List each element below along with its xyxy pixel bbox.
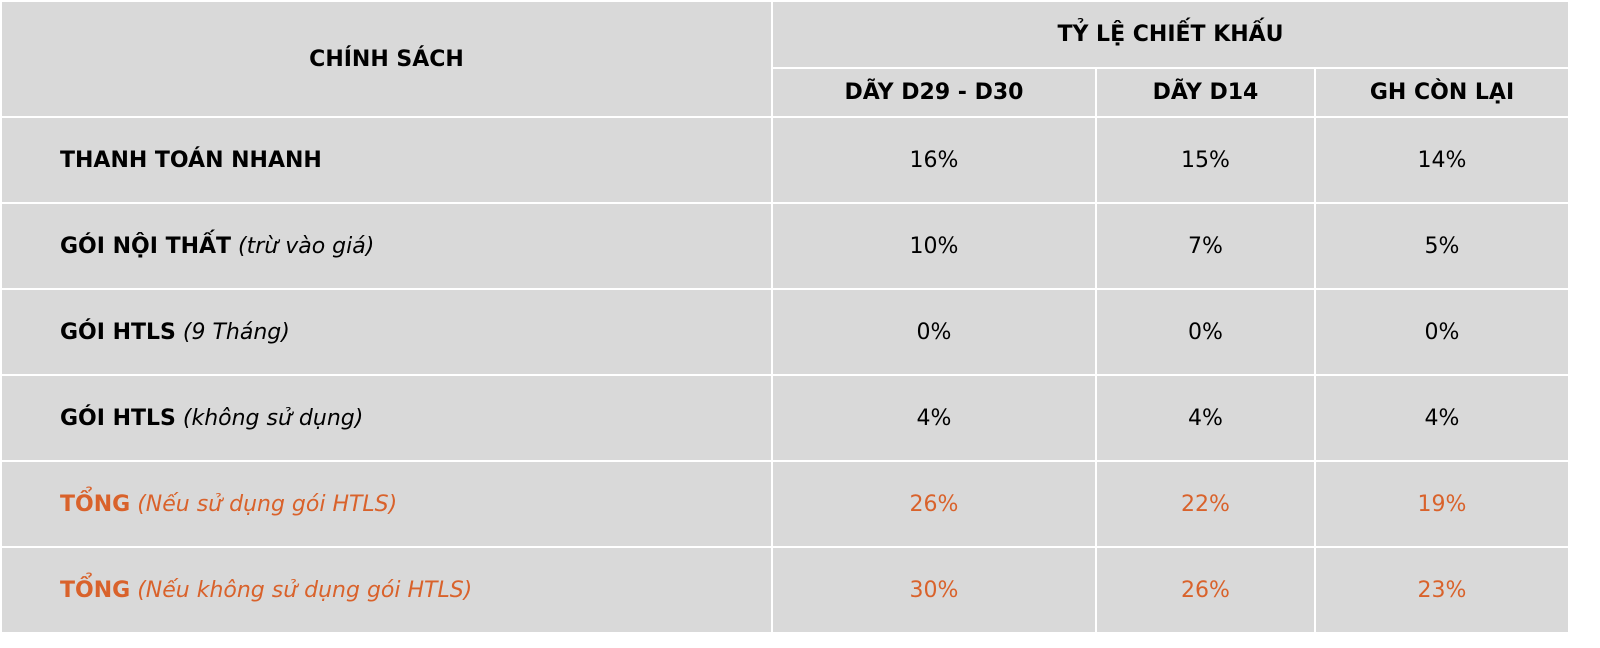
table-row: THANH TOÁN NHANH 16% 15% 14% xyxy=(0,116,1570,204)
rate-cell: 4% xyxy=(1095,374,1316,462)
row-label: TỔNG (Nếu sử dụng gói HTLS) xyxy=(0,460,773,548)
table-row: GÓI HTLS (không sử dụng) 4% 4% 4% xyxy=(0,374,1570,462)
row-label: GÓI HTLS (9 Tháng) xyxy=(0,288,773,376)
label-note: (trừ vào giá) xyxy=(238,233,375,259)
header-row: CHÍNH SÁCH TỶ LỆ CHIẾT KHẤU xyxy=(0,0,1570,118)
table-body: THANH TOÁN NHANH 16% 15% 14% GÓI NỘI THẤT (t… xyxy=(0,116,1570,634)
label-text: TỔNG xyxy=(60,577,131,603)
table-row: GÓI HTLS (9 Tháng) 0% 0% 0% xyxy=(0,288,1570,376)
discount-table: CHÍNH SÁCH TỶ LỆ CHIẾT KHẤU DÃY D29 - D3… xyxy=(0,0,1570,634)
header-title: CHÍNH SÁCH xyxy=(0,0,773,118)
column-header: DÃY D14 xyxy=(1095,67,1316,118)
label-text: GÓI NỘI THẤT xyxy=(60,233,232,259)
row-label: TỔNG (Nếu không sử dụng gói HTLS) xyxy=(0,546,773,634)
column-header: DÃY D29 - D30 xyxy=(771,67,1097,118)
row-label: GÓI NỘI THẤT (trừ vào giá) xyxy=(0,202,773,290)
rate-cell: 26% xyxy=(1095,546,1316,634)
rate-cell: 14% xyxy=(1314,116,1570,204)
rate-cell: 16% xyxy=(771,116,1097,204)
table-row: GÓI NỘI THẤT (trừ vào giá) 10% 7% 5% xyxy=(0,202,1570,290)
label-text: THANH TOÁN NHANH xyxy=(60,147,322,173)
rate-cell: 0% xyxy=(1095,288,1316,376)
table-row: TỔNG (Nếu sử dụng gói HTLS) 26% 22% 19% xyxy=(0,460,1570,548)
rate-cell: 15% xyxy=(1095,116,1316,204)
column-header: GH CÒN LẠI xyxy=(1314,67,1570,118)
label-note: (Nếu không sử dụng gói HTLS) xyxy=(137,577,473,603)
rate-cell: 5% xyxy=(1314,202,1570,290)
rate-cell: 26% xyxy=(771,460,1097,548)
header-group: TỶ LỆ CHIẾT KHẤU xyxy=(771,0,1570,69)
rate-cell: 0% xyxy=(1314,288,1570,376)
rate-cell: 30% xyxy=(771,546,1097,634)
row-label: THANH TOÁN NHANH xyxy=(0,116,773,204)
rate-cell: 19% xyxy=(1314,460,1570,548)
rate-cell: 7% xyxy=(1095,202,1316,290)
label-text: TỔNG xyxy=(60,491,131,517)
header-row: DÃY D29 - D30 DÃY D14 GH CÒN LẠI xyxy=(1,67,1570,118)
label-note: (không sử dụng) xyxy=(182,405,364,431)
label-note: (9 Tháng) xyxy=(182,319,290,345)
rate-cell: 4% xyxy=(1314,374,1570,462)
label-note: (Nếu sử dụng gói HTLS) xyxy=(137,491,398,517)
table-row: TỔNG (Nếu không sử dụng gói HTLS) 30% 26% 2… xyxy=(0,546,1570,634)
rate-cell: 23% xyxy=(1314,546,1570,634)
label-text: GÓI HTLS xyxy=(60,319,176,345)
rate-cell: 4% xyxy=(771,374,1097,462)
rate-cell: 0% xyxy=(771,288,1097,376)
row-label: GÓI HTLS (không sử dụng) xyxy=(0,374,773,462)
rate-cell: 22% xyxy=(1095,460,1316,548)
label-text: GÓI HTLS xyxy=(60,405,176,431)
rate-cell: 10% xyxy=(771,202,1097,290)
